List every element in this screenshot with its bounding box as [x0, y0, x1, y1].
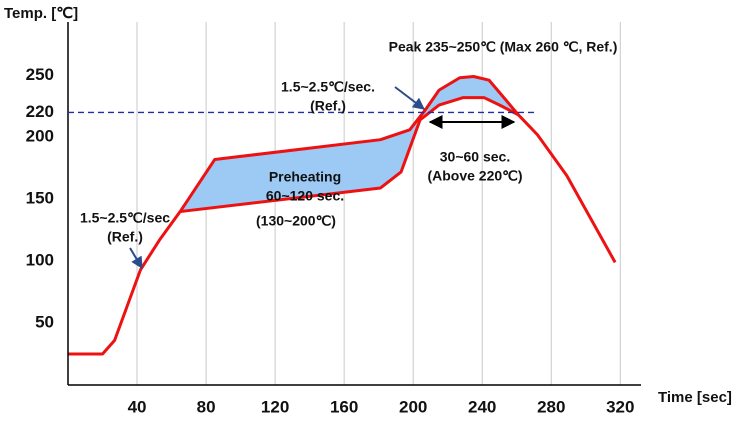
y-tick-label: 250 — [26, 65, 54, 84]
y-tick-label: 50 — [35, 313, 54, 332]
y-tick-label: 150 — [26, 189, 54, 208]
x-tick-label: 320 — [606, 397, 634, 416]
rate-arrow — [394, 86, 425, 110]
annotation: (130~200℃) — [256, 213, 336, 229]
annotation: (Above 220℃) — [427, 168, 522, 184]
annotation: (Ref.) — [310, 98, 346, 114]
x-axis-label: Time [sec] — [658, 389, 732, 406]
y-tick-label: 220 — [26, 102, 54, 121]
annotation: Preheating — [269, 169, 341, 185]
annotation: Peak 235~250℃ (Max 260 ℃, Ref.) — [389, 39, 618, 55]
profile-line — [180, 96, 520, 214]
x-tick-label: 120 — [261, 397, 289, 416]
x-tick-label: 80 — [197, 397, 216, 416]
annotation: 30~60 sec. — [440, 149, 510, 165]
x-tick-label: 240 — [468, 397, 496, 416]
y-axis-label: Temp. [℃] — [4, 5, 78, 22]
y-tick-label: 200 — [26, 127, 54, 146]
annotation: 1.5~2.5℃/sec — [80, 210, 170, 226]
lines — [68, 75, 617, 356]
annotation: 1.5~2.5℃/sec. — [281, 79, 375, 95]
x-tick-label: 200 — [399, 397, 427, 416]
rate-arrow — [129, 247, 143, 270]
y-tick-label: 100 — [26, 251, 54, 270]
annotation: (Ref.) — [107, 229, 143, 245]
x-tick-label: 40 — [128, 397, 147, 416]
annotation: 60~120 sec. — [266, 188, 344, 204]
profile-line — [68, 75, 617, 356]
x-tick-label: 160 — [330, 397, 358, 416]
x-tick-label: 280 — [537, 397, 565, 416]
